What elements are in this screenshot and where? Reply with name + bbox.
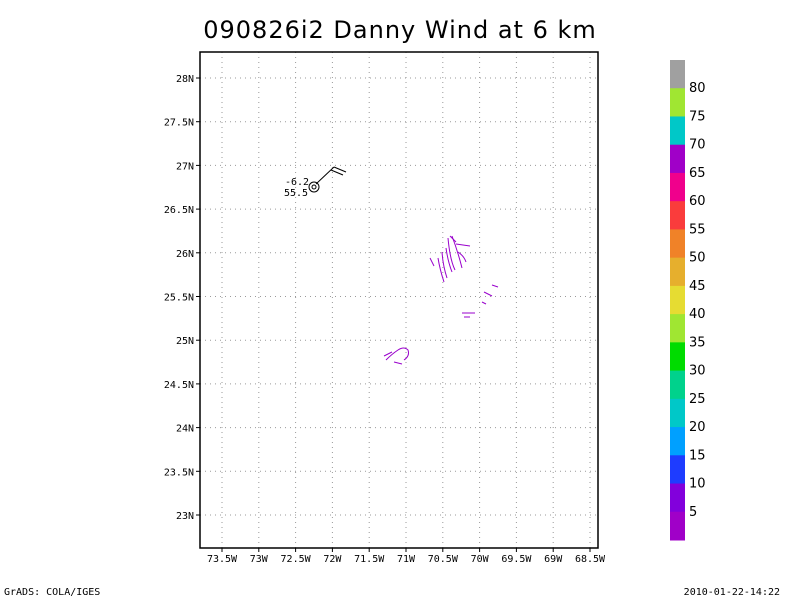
colorbar-label: 35 [689, 335, 706, 350]
wind-streamline [385, 347, 409, 361]
wind-streamline [483, 291, 493, 297]
wind-streamline [445, 247, 453, 273]
colorbar-swatch [670, 88, 685, 117]
longitude-labels: 73.5W 73W 72.5W 72W 71.5W 71W 70.5W 70W 69.5W 69W… [207, 548, 606, 565]
lat-label: 23N [176, 511, 194, 522]
wind-streamline [455, 243, 471, 247]
wind-streamline [429, 257, 435, 267]
colorbar-swatch [670, 172, 685, 202]
colorbar-label: 80 [689, 81, 706, 96]
colorbar-swatch [670, 201, 685, 230]
wind-barb-flag [330, 169, 344, 176]
lon-label: 71.5W [354, 554, 385, 565]
lon-label: 69.5W [501, 554, 532, 565]
lon-label: 70.5W [428, 554, 459, 565]
colorbar-label: 50 [689, 251, 706, 266]
wind-streamline [447, 237, 456, 271]
lat-label: 25.5N [164, 293, 194, 304]
lat-label: 24.5N [164, 380, 194, 391]
tropical-storm-symbol-center [311, 184, 317, 190]
colorbar-swatch [670, 511, 685, 541]
tropical-storm-symbol [308, 181, 320, 193]
wind-streamline [393, 361, 403, 365]
colorbar-label: 55 [689, 222, 706, 237]
storm-label-bottom: 55.5 [284, 188, 308, 199]
lat-label: 24N [176, 424, 194, 435]
colorbar-label: 10 [689, 477, 706, 492]
map-frame [199, 51, 599, 549]
colorbar-label: 65 [689, 166, 706, 181]
colorbar-swatch [670, 285, 685, 315]
colorbar-swatch [670, 229, 685, 259]
colorbar-label: 75 [689, 109, 706, 124]
lon-label: 68.5W [575, 554, 606, 565]
lat-label: 23.5N [164, 467, 194, 478]
colorbar-swatch [670, 60, 685, 89]
lat-label: 27N [176, 161, 194, 172]
colorbar-label: 70 [689, 138, 706, 153]
wind-streamline [383, 351, 393, 357]
wind-streamline [437, 257, 445, 283]
map-title: 090826i2 Danny Wind at 6 km [203, 16, 597, 44]
lon-label: 69W [544, 554, 563, 565]
lon-label: 73.5W [207, 554, 238, 565]
colorbar-swatch [670, 370, 685, 400]
lat-label: 26N [176, 249, 194, 260]
lon-label: 71W [397, 554, 416, 565]
footer-credit: GrADS: COLA/IGES [4, 587, 101, 598]
footer-timestamp: 2010-01-22-14:22 [683, 587, 780, 598]
lon-label: 72.5W [281, 554, 312, 565]
lon-label: 73W [250, 554, 269, 565]
lat-label: 28N [176, 74, 194, 85]
wind-streamline [491, 284, 499, 288]
lat-label: 26.5N [164, 205, 194, 216]
colorbar-label: 30 [689, 364, 706, 379]
colorbar-swatch [670, 483, 685, 513]
colorbar-swatch [670, 455, 685, 485]
wind-streamline [441, 251, 448, 279]
colorbar [670, 60, 685, 541]
storm-marker: -6.2 55.5 [284, 166, 347, 199]
colorbar-label: 5 [689, 505, 697, 520]
wind-streamline [457, 251, 467, 263]
wind-streamlines [383, 235, 499, 365]
colorbar-swatch [670, 314, 685, 343]
lat-label: 27.5N [164, 118, 194, 129]
lat-label: 25N [176, 336, 194, 347]
grid-lines [200, 52, 598, 548]
wind-barb-flag [333, 166, 347, 173]
colorbar-swatch [670, 116, 685, 146]
colorbar-swatch [670, 342, 685, 372]
storm-label-top: -6.2 [285, 177, 309, 188]
colorbar-label: 20 [689, 420, 706, 435]
colorbar-swatch [670, 398, 685, 428]
colorbar-label: 60 [689, 194, 706, 209]
latitude-labels: 28N 27.5N 27N 26.5N 26N 25.5N 25N 24.5N 24N 23.5N… [164, 74, 200, 522]
colorbar-swatch [670, 427, 685, 456]
lon-label: 70W [471, 554, 490, 565]
colorbar-swatch [670, 144, 685, 174]
lon-label: 72W [323, 554, 342, 565]
colorbar-label: 25 [689, 392, 706, 407]
colorbar-label: 40 [689, 307, 706, 322]
wind-barb-shaft [315, 166, 335, 185]
wind-streamline [451, 235, 463, 269]
wind-streamline [449, 235, 457, 243]
wind-streamline [481, 301, 487, 305]
colorbar-labels: 80 75 70 65 60 55 50 45 40 35 30 25 20 15 10 5 [689, 81, 706, 520]
colorbar-label: 45 [689, 279, 706, 294]
colorbar-label: 15 [689, 448, 706, 463]
colorbar-swatch [670, 257, 685, 287]
